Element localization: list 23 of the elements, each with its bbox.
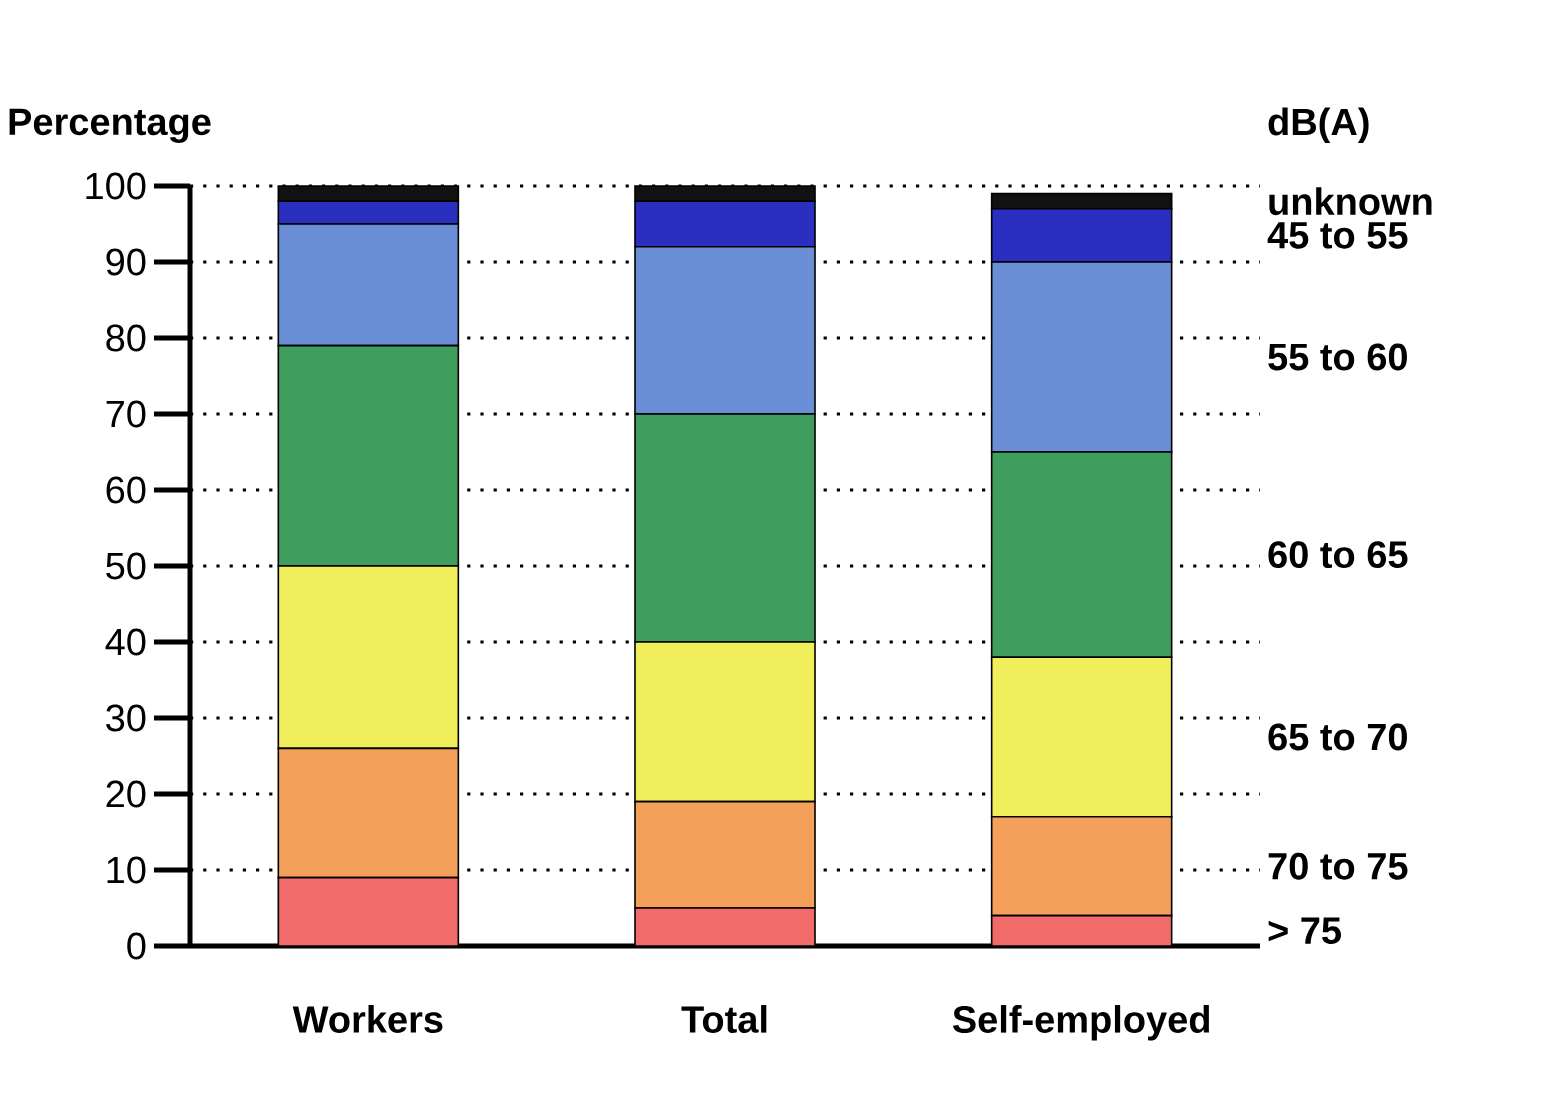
x-tick-label: Workers bbox=[292, 1005, 443, 1033]
y-tick-label: 50 bbox=[106, 552, 146, 580]
text: 55 to 60 bbox=[1268, 343, 1407, 371]
y-tick-label: 80 bbox=[106, 324, 146, 352]
y-tick-label: 100 bbox=[86, 172, 146, 200]
y-tick-label: 70 bbox=[106, 400, 146, 428]
y-tick-label: 20 bbox=[106, 780, 146, 808]
x-tick-label: Total bbox=[681, 1005, 767, 1033]
x-tick-label: Self-employed bbox=[952, 1005, 1210, 1041]
y-tick-label: 40 bbox=[105, 628, 146, 656]
y-axis-title: Percentage bbox=[9, 108, 211, 143]
text: 70 to 75 bbox=[1268, 852, 1408, 880]
y-tick-label: 90 bbox=[106, 248, 146, 276]
text: 65 to 70 bbox=[1268, 723, 1407, 751]
text: unknown bbox=[1269, 187, 1432, 216]
y-tick-label: 10 bbox=[107, 856, 146, 884]
text: 45 to 55 bbox=[1267, 222, 1408, 249]
legend-title: dB(A) bbox=[1268, 107, 1369, 143]
y-tick-label: 30 bbox=[106, 704, 146, 732]
y-tick-label: 60 bbox=[106, 476, 146, 504]
text: > 75 bbox=[1268, 917, 1341, 945]
y-tick-label: 0 bbox=[127, 932, 146, 960]
text: 60 to 65 bbox=[1268, 541, 1408, 569]
